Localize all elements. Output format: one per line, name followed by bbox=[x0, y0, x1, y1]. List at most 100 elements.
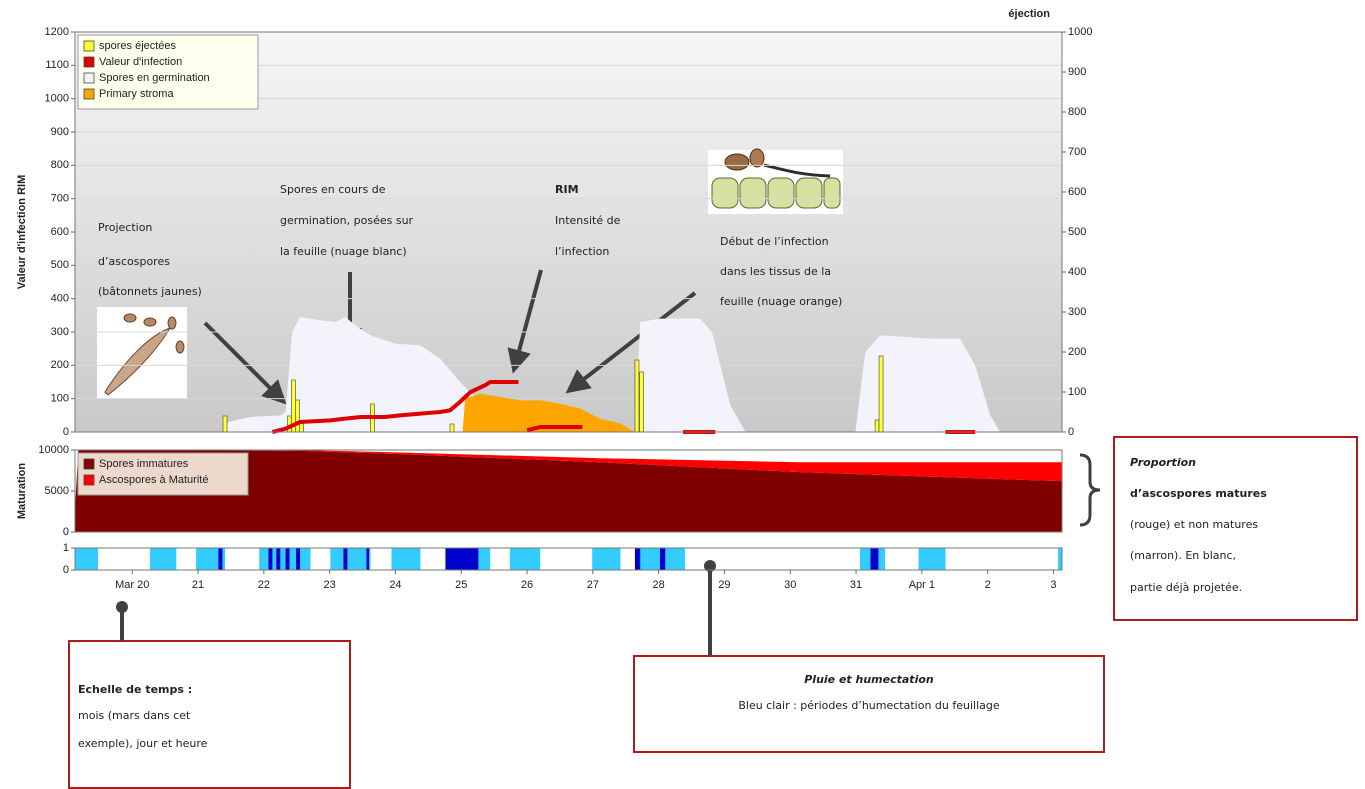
x-tick-label: 23 bbox=[324, 579, 336, 591]
annotation-text: germination, posées sur bbox=[280, 214, 414, 227]
x-tick-label: Apr 1 bbox=[909, 579, 935, 591]
annotation-text: Proportion bbox=[1130, 456, 1196, 469]
y-tick-label: 1000 bbox=[45, 93, 69, 105]
y-tick-label: 400 bbox=[51, 293, 69, 305]
x-tick-label: Mar 20 bbox=[115, 579, 149, 591]
y2-tick-label: 200 bbox=[1068, 346, 1086, 358]
period bbox=[75, 548, 98, 570]
y-tick-label: 500 bbox=[51, 259, 69, 271]
y-tick-label: 700 bbox=[51, 193, 69, 205]
annotation-text: (marron). En blanc, bbox=[1130, 549, 1236, 562]
annotation-text: Bleu clair : périodes d’humectation du f… bbox=[738, 699, 1000, 712]
annotation-text: Spores en cours de bbox=[280, 183, 386, 196]
y-tick-label: 0 bbox=[63, 426, 69, 438]
bar bbox=[640, 372, 644, 432]
spore-drawing bbox=[124, 314, 136, 322]
annotation-text: exemple), jour et heure bbox=[78, 737, 208, 750]
annotation-text: d’ascospores bbox=[98, 255, 170, 268]
period bbox=[510, 548, 540, 570]
bar bbox=[635, 360, 639, 432]
x-tick-label: 29 bbox=[718, 579, 730, 591]
y2-tick-label: 500 bbox=[1068, 226, 1086, 238]
x-tick-label: 25 bbox=[455, 579, 467, 591]
cell bbox=[740, 178, 766, 208]
period bbox=[635, 548, 640, 570]
annotation-text: RIM bbox=[555, 183, 579, 196]
bar bbox=[295, 400, 299, 432]
x-tick-label: 30 bbox=[784, 579, 796, 591]
legend-label: spores éjectées bbox=[99, 40, 177, 52]
annotation-text: (bâtonnets jaunes) bbox=[98, 285, 202, 298]
legend-label: Valeur d'infection bbox=[99, 56, 182, 68]
legend: Spores immatures Ascospores à Maturité bbox=[78, 453, 248, 495]
spore-drawing bbox=[725, 154, 749, 170]
y2-axis-label: éjection bbox=[1008, 8, 1050, 20]
annotation-text: dans les tissus de la bbox=[720, 265, 831, 278]
annotation-text: Début de l’infection bbox=[720, 235, 829, 248]
annotation-text: Pluie et humectation bbox=[804, 673, 934, 686]
y2-tick-label: 300 bbox=[1068, 306, 1086, 318]
y2-tick-label: 800 bbox=[1068, 106, 1086, 118]
period bbox=[150, 548, 176, 570]
period bbox=[330, 548, 370, 570]
y-tick-label: 100 bbox=[51, 393, 69, 405]
period bbox=[1058, 548, 1062, 570]
y2-tick-label: 600 bbox=[1068, 186, 1086, 198]
period bbox=[276, 548, 280, 570]
x-tick-label: 26 bbox=[521, 579, 533, 591]
annotation-text: feuille (nuage orange) bbox=[720, 295, 842, 308]
y-tick-label: 900 bbox=[51, 126, 69, 138]
x-tick-label: 3 bbox=[1050, 579, 1056, 591]
annotation-text: Echelle de temps : bbox=[78, 683, 192, 696]
cell bbox=[712, 178, 738, 208]
legend-swatch bbox=[84, 459, 94, 469]
y-tick-label: 200 bbox=[51, 359, 69, 371]
legend-label: Ascospores à Maturité bbox=[99, 474, 208, 486]
cell bbox=[824, 178, 840, 208]
period bbox=[296, 548, 300, 570]
bar bbox=[875, 420, 879, 432]
period bbox=[268, 548, 272, 570]
legend-swatch bbox=[84, 475, 94, 485]
spore-drawing bbox=[176, 341, 184, 353]
y-tick-label: 1 bbox=[63, 542, 69, 554]
y-tick-label: 1200 bbox=[45, 26, 69, 38]
annotation-text: (rouge) et non matures bbox=[1130, 518, 1258, 531]
y-axis-label: Maturation bbox=[16, 463, 28, 520]
x-tick-label: 31 bbox=[850, 579, 862, 591]
legend-swatch bbox=[84, 89, 94, 99]
period bbox=[871, 548, 879, 570]
y-tick-label: 800 bbox=[51, 159, 69, 171]
y-tick-label: 5000 bbox=[45, 485, 69, 497]
y-tick-label: 1100 bbox=[45, 59, 69, 71]
legend-label: Primary stroma bbox=[99, 88, 174, 100]
annotation-text: l’infection bbox=[555, 245, 609, 258]
y2-tick-label: 1000 bbox=[1068, 26, 1092, 38]
y-tick-label: 10000 bbox=[38, 444, 69, 456]
annotation-text: la feuille (nuage blanc) bbox=[280, 245, 407, 258]
spore-drawing bbox=[144, 318, 156, 326]
cell bbox=[796, 178, 822, 208]
x-tick-label: 22 bbox=[258, 579, 270, 591]
y2-tick-label: 700 bbox=[1068, 146, 1086, 158]
page: 0100200300400500600700800900100011001200… bbox=[0, 0, 1365, 789]
x-tick-label: 2 bbox=[985, 579, 991, 591]
legend-label: Spores immatures bbox=[99, 458, 189, 470]
x-tick-label: 21 bbox=[192, 579, 204, 591]
period bbox=[660, 548, 665, 570]
y2-tick-label: 100 bbox=[1068, 386, 1086, 398]
x-tick-label: 24 bbox=[389, 579, 401, 591]
period bbox=[366, 548, 369, 570]
y-tick-label: 600 bbox=[51, 226, 69, 238]
y-tick-label: 0 bbox=[63, 526, 69, 538]
period bbox=[218, 548, 222, 570]
y-tick-label: 300 bbox=[51, 326, 69, 338]
bar bbox=[450, 424, 454, 432]
spore-drawing bbox=[168, 317, 176, 329]
period bbox=[286, 548, 290, 570]
bar bbox=[879, 356, 883, 432]
annotation-text: partie déjà projetée. bbox=[1130, 581, 1242, 594]
y2-tick-label: 400 bbox=[1068, 266, 1086, 278]
brace bbox=[1080, 455, 1100, 525]
